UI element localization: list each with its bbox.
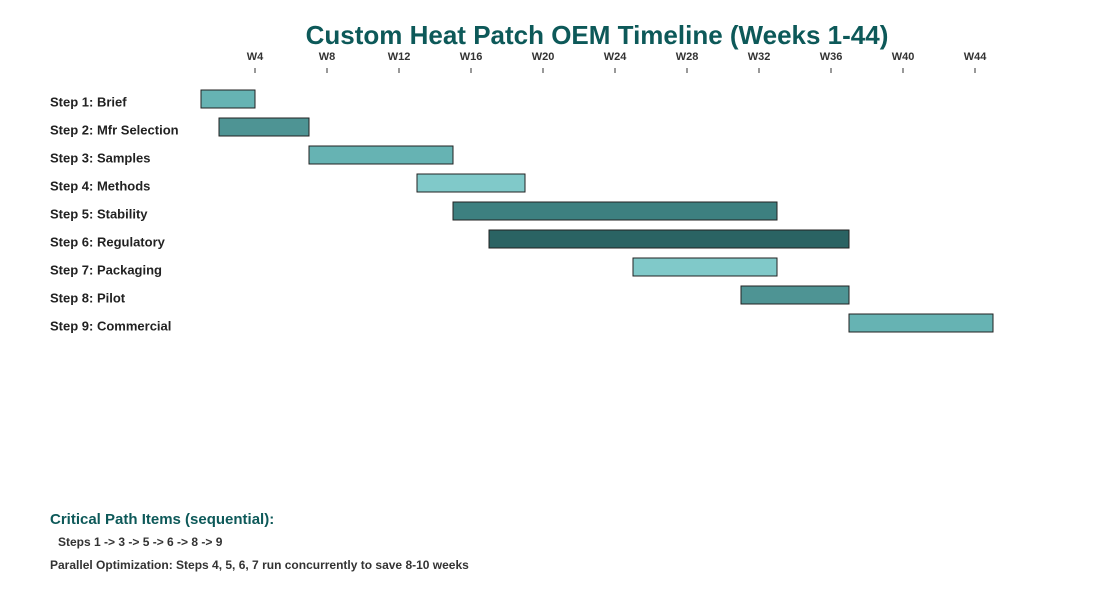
x-tick-label: W24: [604, 51, 628, 63]
task-bar: [452, 201, 778, 221]
task-bar: [200, 89, 256, 109]
annotation-heading: Critical Path Items (sequential):: [50, 511, 274, 528]
x-tick-label: W32: [748, 51, 771, 63]
chart-title: Custom Heat Patch OEM Timeline (Weeks 1-…: [306, 20, 889, 50]
x-tick-label: W36: [820, 51, 843, 63]
task-bar: [218, 117, 310, 137]
x-tick-label: W16: [460, 51, 483, 63]
task-label: Step 6: Regulatory: [50, 234, 166, 249]
task-label: Step 9: Commercial: [50, 318, 171, 333]
annotation: Parallel Optimization: Steps 4, 5, 6, 7 …: [50, 558, 469, 572]
task-label: Step 5: Stability: [50, 206, 148, 221]
task-label: Step 2: Mfr Selection: [50, 122, 179, 137]
task-bar: [416, 173, 526, 193]
task-label: Step 3: Samples: [50, 150, 150, 165]
task-label: Step 4: Methods: [50, 178, 150, 193]
x-tick-label: W28: [676, 51, 699, 63]
x-tick-label: W8: [319, 51, 336, 63]
x-tick-label: W40: [892, 51, 915, 63]
task-bar: [308, 145, 454, 165]
x-tick-label: W44: [964, 51, 988, 63]
x-tick-label: W20: [532, 51, 555, 63]
task-label: Step 7: Packaging: [50, 262, 162, 277]
task-bar: [848, 313, 994, 333]
task-label: Step 1: Brief: [50, 94, 127, 109]
annotation: Steps 1 -> 3 -> 5 -> 6 -> 8 -> 9: [58, 535, 223, 549]
task-bar: [488, 229, 850, 249]
task-bar: [632, 257, 778, 277]
x-tick-label: W4: [247, 51, 264, 63]
x-tick-label: W12: [388, 51, 411, 63]
task-label: Step 8: Pilot: [50, 290, 126, 305]
task-bar: [740, 285, 850, 305]
